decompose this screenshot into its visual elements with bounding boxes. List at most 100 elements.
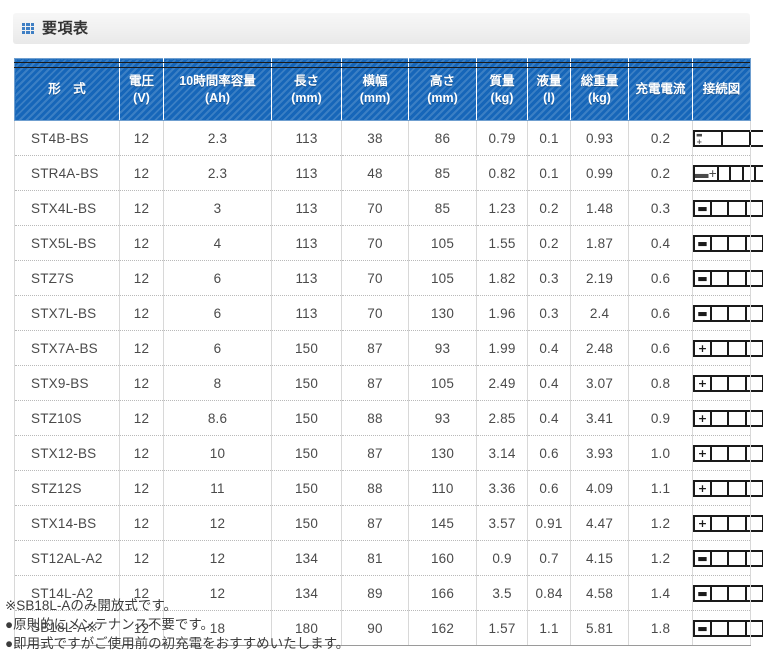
col-label: 接続図	[702, 82, 741, 97]
cell-charge: 1.2	[628, 540, 693, 576]
cell-voltage: 12	[119, 225, 164, 261]
cell-charge: 1.2	[628, 505, 693, 541]
battery-cell	[729, 271, 747, 285]
cell-height: 93	[408, 400, 477, 436]
cell-height: 105	[408, 225, 477, 261]
minus-terminal: ▬	[697, 621, 708, 635]
battery-cell: +	[695, 411, 713, 425]
cell-diagram: +▬	[692, 330, 763, 366]
terminal-pair: ▬+	[696, 130, 703, 145]
battery-cell	[712, 516, 730, 530]
cell-width: 87	[341, 505, 409, 541]
col-label: 10時間率容量	[179, 73, 256, 88]
cell-gross: 2.4	[570, 295, 629, 331]
column-header-gross: 総重量 (kg)	[570, 58, 629, 121]
cell-mass: 1.57	[476, 610, 528, 646]
connection-diagram: ▬+	[693, 164, 763, 182]
battery-cell	[712, 341, 730, 355]
cell-model: STZ12S	[14, 470, 120, 506]
page-title: 要項表	[42, 20, 89, 37]
cell-length: 113	[271, 225, 342, 261]
cell-gross: 4.58	[570, 575, 629, 611]
battery-cell	[747, 481, 763, 495]
column-header-capacity: 10時間率容量 (Ah)	[163, 58, 272, 121]
cell-liquid: 0.3	[527, 260, 571, 296]
cell-model: STR4A-BS	[14, 155, 120, 191]
battery-cell: ▬+	[695, 130, 723, 145]
battery-cell	[756, 167, 763, 180]
cell-height: 110	[408, 470, 477, 506]
battery-cell	[729, 306, 747, 320]
cell-gross: 4.15	[570, 540, 629, 576]
battery-cell	[747, 516, 763, 530]
cell-liquid: 0.1	[527, 120, 571, 156]
battery-cell	[747, 376, 763, 390]
battery-cell: ▬	[695, 236, 713, 250]
cell-model: ST4B-BS	[14, 120, 120, 156]
plus-terminal: +	[697, 516, 708, 530]
column-header-liquid: 液量 (l)	[527, 58, 571, 121]
note-line: ●即用式ですがご使用前の初充電をおすすめいたします。	[5, 636, 350, 651]
cell-model: ST12AL-A2	[14, 540, 120, 576]
battery-cell	[729, 376, 747, 390]
cell-diagram: ▬+	[692, 260, 763, 296]
battery-cell: +	[695, 341, 713, 355]
plus-terminal: +	[697, 411, 708, 425]
cell-model: STX7A-BS	[14, 330, 120, 366]
cell-height: 130	[408, 435, 477, 471]
cell-capacity: 12	[163, 540, 272, 576]
cell-charge: 0.2	[628, 120, 693, 156]
battery-cell	[712, 201, 730, 215]
cell-height: 145	[408, 505, 477, 541]
cell-length: 113	[271, 120, 342, 156]
col-unit: (Ah)	[205, 90, 230, 105]
minus-terminal: ▬	[697, 306, 708, 320]
column-header-height: 高さ (mm)	[408, 58, 477, 121]
cell-width: 88	[341, 400, 409, 436]
cell-width: 87	[341, 330, 409, 366]
cell-width: 70	[341, 295, 409, 331]
battery-cell	[712, 481, 730, 495]
battery-cell	[744, 166, 757, 180]
col-label: 高さ	[429, 73, 455, 88]
cell-capacity: 2.3	[163, 120, 272, 156]
column-header-width: 横幅 (mm)	[341, 58, 409, 121]
cell-mass: 3.14	[476, 435, 528, 471]
cell-mass: 0.82	[476, 155, 528, 191]
cell-voltage: 12	[119, 400, 164, 436]
cell-mass: 1.82	[476, 260, 528, 296]
cell-gross: 4.09	[570, 470, 629, 506]
cell-capacity: 6	[163, 330, 272, 366]
battery-cell	[712, 271, 730, 285]
cell-capacity: 12	[163, 505, 272, 541]
minus-terminal: ▬	[696, 130, 703, 139]
cell-gross: 3.41	[570, 400, 629, 436]
battery-cell	[747, 236, 763, 250]
minus-terminal: ▬	[697, 236, 708, 250]
cell-liquid: 0.91	[527, 505, 571, 541]
cell-voltage: 12	[119, 575, 164, 611]
cell-length: 150	[271, 400, 342, 436]
col-unit: (mm)	[291, 90, 322, 105]
table-body: ST4B-BS 12 2.3 113 38 86 0.79 0.1 0.93 0.2 ▬ + STR4A…	[14, 62, 763, 646]
col-label: 電圧	[128, 73, 154, 88]
cell-capacity: 11	[163, 470, 272, 506]
cell-liquid: 0.84	[527, 575, 571, 611]
connection-diagram: ▬+	[693, 304, 763, 322]
cell-charge: 0.6	[628, 330, 693, 366]
connection-diagram: +▬	[693, 479, 763, 497]
battery-cell: ▬	[695, 306, 713, 320]
cell-capacity: 3	[163, 190, 272, 226]
cell-model: STX7L-BS	[14, 295, 120, 331]
battery-cell	[712, 621, 730, 635]
cell-capacity: 4	[163, 225, 272, 261]
cell-mass: 3.5	[476, 575, 528, 611]
cell-height: 85	[408, 155, 477, 191]
battery-cell	[747, 341, 763, 355]
cell-width: 81	[341, 540, 409, 576]
connection-diagram: ▬+	[693, 199, 763, 217]
cell-voltage: 12	[119, 365, 164, 401]
